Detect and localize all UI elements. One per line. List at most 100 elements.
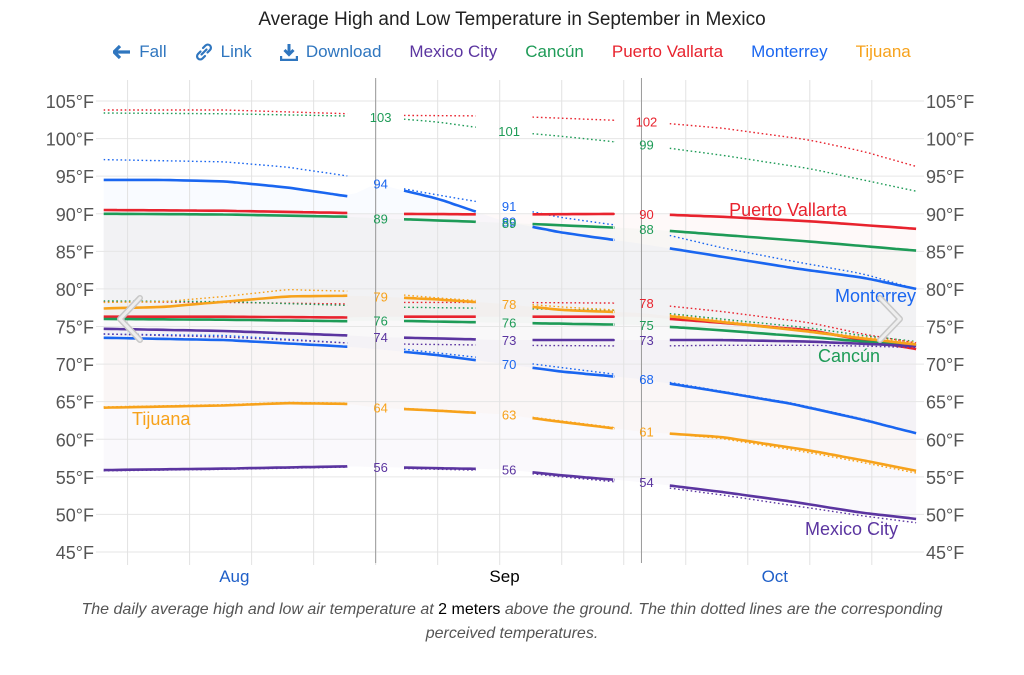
line-cancun-high bbox=[669, 229, 917, 252]
value-label-cancun-high-perceived: 101 bbox=[498, 124, 520, 139]
y-tick-label-right: 90°F bbox=[926, 205, 964, 225]
line-cancun-low bbox=[669, 325, 917, 347]
value-label-cancun-high-perceived: 99 bbox=[639, 138, 653, 153]
line-tijuana-high bbox=[532, 305, 615, 314]
chart-caption: The daily average high and low air tempe… bbox=[60, 598, 964, 646]
value-label-monterrey-high: 89 bbox=[502, 214, 516, 229]
link-button[interactable]: Link bbox=[195, 42, 252, 62]
value-label-mexico-city-low: 56 bbox=[502, 462, 516, 477]
y-tick-label-left: 45°F bbox=[56, 543, 94, 563]
line-cancun-high-perceived bbox=[669, 147, 917, 192]
line-monterrey-low bbox=[532, 366, 615, 378]
line-tijuana-high-perceived bbox=[103, 288, 348, 304]
value-label-puerto-vallarta-low-perceived: 78 bbox=[639, 296, 653, 311]
y-tick-label-right: 50°F bbox=[926, 505, 964, 525]
y-tick-label-right: 100°F bbox=[926, 130, 974, 150]
line-mexico-city-low bbox=[403, 466, 476, 471]
line-tijuana-low-perceived bbox=[532, 416, 615, 429]
fall-button[interactable]: Fall bbox=[113, 42, 167, 62]
download-icon bbox=[279, 43, 298, 61]
y-tick-label-right: 45°F bbox=[926, 543, 964, 563]
legend-label: Puerto Vallarta bbox=[611, 42, 724, 61]
series-lines bbox=[103, 109, 917, 524]
y-tick-label-left: 90°F bbox=[56, 205, 94, 225]
line-mexico-city-low-perceived bbox=[532, 473, 615, 483]
value-label-mexico-city-high: 74 bbox=[373, 330, 387, 345]
line-monterrey-low bbox=[103, 336, 348, 348]
line-cancun-low-perceived bbox=[669, 313, 917, 343]
line-tijuana-high-perceived bbox=[403, 294, 476, 302]
line-puerto-vallarta-high bbox=[669, 213, 917, 231]
line-tijuana-low-perceived bbox=[669, 433, 917, 474]
y-axis: 105°F 105°F 100°F 100°F 95°F 95°F 90°F 90°F 85°F… bbox=[46, 92, 974, 563]
caption-text-2: above the ground. The thin dotted lines … bbox=[425, 601, 943, 642]
legend-label: Monterrey bbox=[751, 42, 828, 61]
line-cancun-high bbox=[103, 212, 348, 218]
value-label-cancun-high: 89 bbox=[373, 211, 387, 226]
y-tick-label-right: 105°F bbox=[926, 92, 974, 112]
legend-puerto-vallarta[interactable]: Puerto Vallarta bbox=[612, 42, 723, 62]
line-cancun-high-perceived bbox=[103, 112, 348, 117]
line-cancun-low bbox=[403, 319, 476, 324]
line-monterrey-high-perceived bbox=[532, 211, 615, 226]
y-tick-label-right: 70°F bbox=[926, 355, 964, 375]
value-label-cancun-high: 89 bbox=[502, 216, 516, 231]
download-button[interactable]: Download bbox=[279, 42, 381, 62]
legend-cancun[interactable]: Cancún bbox=[525, 42, 584, 62]
y-tick-label-left: 50°F bbox=[56, 505, 94, 525]
y-tick-label-left: 75°F bbox=[56, 318, 94, 338]
value-label-puerto-vallarta-high: 90 bbox=[639, 207, 653, 222]
y-tick-label-left: 105°F bbox=[46, 92, 94, 112]
series-name-label-mexico-city: Mexico City bbox=[805, 519, 898, 539]
x-month-label-aug: Aug bbox=[219, 567, 249, 586]
line-puerto-vallarta-low-perceived bbox=[669, 305, 917, 344]
next-arrow[interactable] bbox=[874, 294, 908, 349]
y-tick-label-right: 75°F bbox=[926, 318, 964, 338]
line-tijuana-high-perceived bbox=[669, 314, 917, 343]
line-mexico-city-high bbox=[403, 336, 476, 341]
caption-bold: 2 meters bbox=[438, 601, 501, 618]
line-cancun-high-perceived bbox=[532, 133, 615, 143]
line-puerto-vallarta-low bbox=[103, 315, 348, 319]
line-puerto-vallarta-high-perceived bbox=[403, 114, 476, 117]
chevron-right-icon bbox=[877, 295, 903, 343]
value-label-tijuana-low: 61 bbox=[639, 425, 653, 440]
y-tick-label-left: 95°F bbox=[56, 167, 94, 187]
y-tick-label-left: 65°F bbox=[56, 393, 94, 413]
legend-label: Cancún bbox=[525, 42, 584, 61]
temperature-chart: 105°F 105°F 100°F 100°F 95°F 95°F 90°F 90°F 85°F… bbox=[46, 78, 974, 586]
legend-monterrey[interactable]: Monterrey bbox=[751, 42, 828, 62]
line-mexico-city-low bbox=[103, 465, 348, 472]
line-monterrey-high-perceived bbox=[403, 188, 476, 203]
y-tick-label-left: 60°F bbox=[56, 430, 94, 450]
line-monterrey-high bbox=[103, 178, 348, 198]
value-label-cancun-low: 76 bbox=[502, 316, 516, 331]
line-puerto-vallarta-high-perceived bbox=[532, 116, 615, 121]
legend-mexico-city[interactable]: Mexico City bbox=[409, 42, 497, 62]
link-icon bbox=[195, 43, 213, 61]
line-tijuana-low bbox=[669, 432, 917, 473]
value-label-monterrey-high-perceived: 91 bbox=[502, 199, 516, 214]
line-mexico-city-high-perceived bbox=[403, 343, 476, 346]
line-cancun-low bbox=[103, 317, 348, 323]
line-cancun-high bbox=[532, 222, 615, 229]
toolbar: Fall Link Download Mexico City Cancún Pu… bbox=[0, 42, 1024, 62]
previous-arrow[interactable] bbox=[112, 294, 146, 349]
line-mexico-city-low-perceived bbox=[103, 466, 348, 472]
line-monterrey-high bbox=[669, 247, 917, 291]
legend-tijuana[interactable]: Tijuana bbox=[856, 42, 911, 62]
chevron-left-icon bbox=[117, 295, 143, 343]
y-tick-label-right: 55°F bbox=[926, 468, 964, 488]
line-mexico-city-low-perceived bbox=[669, 487, 917, 524]
y-tick-label-left: 70°F bbox=[56, 355, 94, 375]
line-puerto-vallarta-high-perceived bbox=[103, 109, 348, 115]
line-tijuana-low-perceived bbox=[103, 401, 348, 408]
y-tick-label-left: 80°F bbox=[56, 280, 94, 300]
value-label-monterrey-low: 70 bbox=[502, 357, 516, 372]
arrow-left-icon bbox=[113, 45, 131, 59]
value-label-tijuana-low: 64 bbox=[373, 401, 387, 416]
y-tick-label-right: 65°F bbox=[926, 393, 964, 413]
y-tick-label-right: 85°F bbox=[926, 242, 964, 262]
value-label-cancun-high: 88 bbox=[639, 222, 653, 237]
line-monterrey-high-perceived bbox=[669, 234, 917, 290]
